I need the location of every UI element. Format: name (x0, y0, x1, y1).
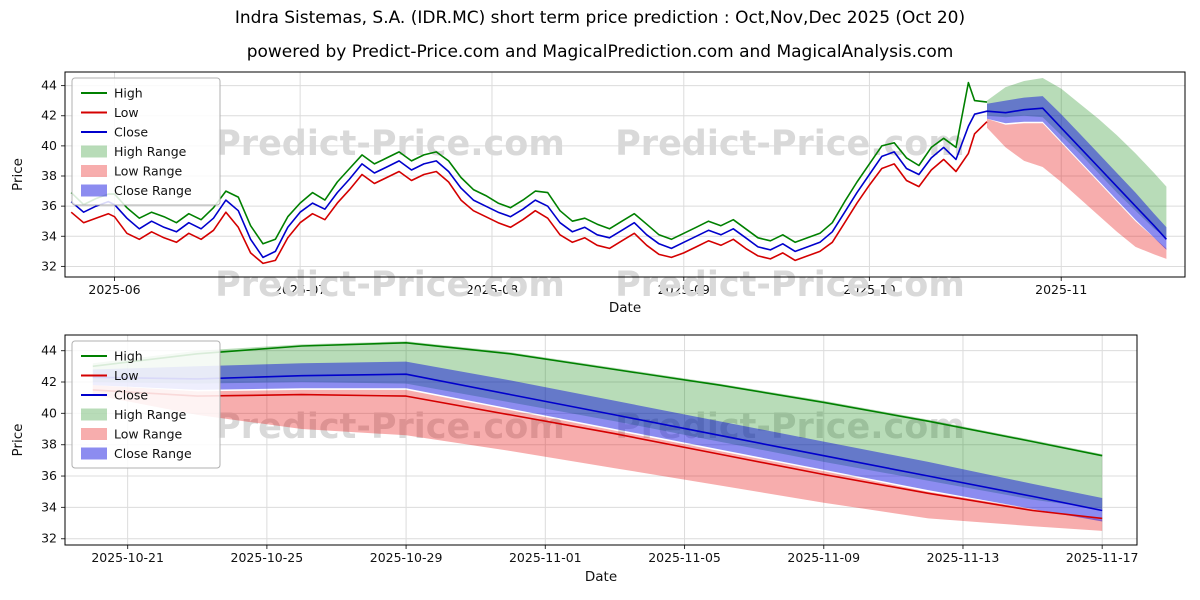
grid: 2025-06 2025-07 2025-08 2025-09 2025-10 2025-… (41, 72, 1185, 297)
legend-label: Close (114, 125, 148, 140)
series-close-line (70, 107, 1167, 259)
y-tick-label: 40 (41, 405, 57, 420)
legend-swatch-close-range (81, 447, 107, 460)
watermark-text: Predict-Price.com (615, 124, 965, 164)
page-title: Indra Sistemas, S.A. (IDR.MC) short term… (234, 8, 966, 28)
y-tick-label: 44 (41, 343, 57, 358)
legend-label: Close Range (114, 183, 192, 198)
series-close-line (92, 373, 1103, 512)
band-low-range (987, 118, 1167, 259)
band-low-range (92, 385, 1103, 531)
x-axis-label: Date (585, 569, 617, 585)
x-tick-label: 2025-10-29 (370, 550, 443, 565)
y-tick-label: 34 (41, 228, 57, 243)
legend-swatch-close-range (81, 184, 107, 197)
legend: High Low Close High Range Low Range Close Ran… (71, 77, 221, 206)
y-tick-label: 36 (41, 198, 57, 213)
prediction-chart: 2025-10-21 2025-10-25 2025-10-29 2025-11-01… (10, 334, 1139, 585)
y-tick-label: 42 (41, 108, 57, 123)
y-axis-label: Price (10, 158, 26, 191)
y-tick-label: 36 (41, 468, 57, 483)
page-subtitle: powered by Predict-Price.com and Magical… (246, 42, 954, 62)
x-tick-label: 2025-11-01 (509, 550, 582, 565)
legend-label: Low Range (114, 164, 183, 179)
plot-border (64, 71, 1186, 278)
y-tick-label: 44 (41, 78, 57, 93)
series-low-line (70, 121, 988, 265)
legend-box (71, 77, 221, 206)
y-tick-label: 32 (41, 531, 57, 546)
legend-label: Low (114, 105, 139, 120)
legend-label: High (114, 86, 143, 101)
legend-label: High (114, 349, 143, 364)
y-tick-label: 38 (41, 168, 57, 183)
band-high-range (987, 78, 1167, 238)
legend-label: Low Range (114, 427, 183, 442)
x-axis-label: Date (609, 300, 641, 316)
x-tick-label: 2025-10-21 (91, 550, 164, 565)
legend-box (71, 340, 221, 469)
legend-swatch-low-range (81, 165, 107, 177)
series-high-line (92, 341, 1103, 457)
x-tick-label: 2025-07 (274, 282, 326, 297)
x-tick-label: 2025-09 (658, 282, 710, 297)
band-close-range (987, 96, 1167, 250)
y-tick-label: 34 (41, 499, 57, 514)
watermark-text: Predict-Price.com (615, 265, 965, 305)
x-tick-label: 2025-11-09 (787, 550, 860, 565)
plot-border (64, 334, 1138, 546)
legend-swatch-high-range (81, 408, 107, 421)
legend: High Low Close High Range Low Range Close Ran… (71, 340, 221, 469)
legend-swatch-high-range (81, 145, 107, 158)
x-tick-label: 2025-08 (466, 282, 518, 297)
legend-label: High Range (114, 407, 187, 422)
y-tick-label: 32 (41, 258, 57, 273)
x-tick-label: 2025-11-13 (927, 550, 1000, 565)
price-history-chart: 2025-06 2025-07 2025-08 2025-09 2025-10 2025-… (10, 71, 1186, 316)
y-tick-label: 42 (41, 374, 57, 389)
legend-swatch-low-range (81, 428, 107, 440)
legend-label: Low (114, 368, 139, 383)
series-low-line (92, 389, 1103, 520)
x-tick-label: 2025-06 (88, 282, 140, 297)
legend-label: High Range (114, 144, 187, 159)
watermarks: Predict-Price.com Predict-Price.com Predic… (215, 124, 965, 305)
x-tick-label: 2025-11 (1035, 282, 1087, 297)
y-axis-label: Price (10, 424, 26, 457)
legend-label: Close Range (114, 446, 192, 461)
y-tick-label: 38 (41, 437, 57, 452)
x-tick-label: 2025-10-25 (231, 550, 304, 565)
watermark-text: Predict-Price.com (215, 124, 565, 164)
legend-label: Close (114, 388, 148, 403)
y-tick-label: 40 (41, 138, 57, 153)
x-tick-label: 2025-11-17 (1066, 550, 1139, 565)
watermark-text: Predict-Price.com (215, 265, 565, 305)
x-tick-label: 2025-11-05 (648, 550, 721, 565)
x-tick-label: 2025-10 (843, 282, 895, 297)
